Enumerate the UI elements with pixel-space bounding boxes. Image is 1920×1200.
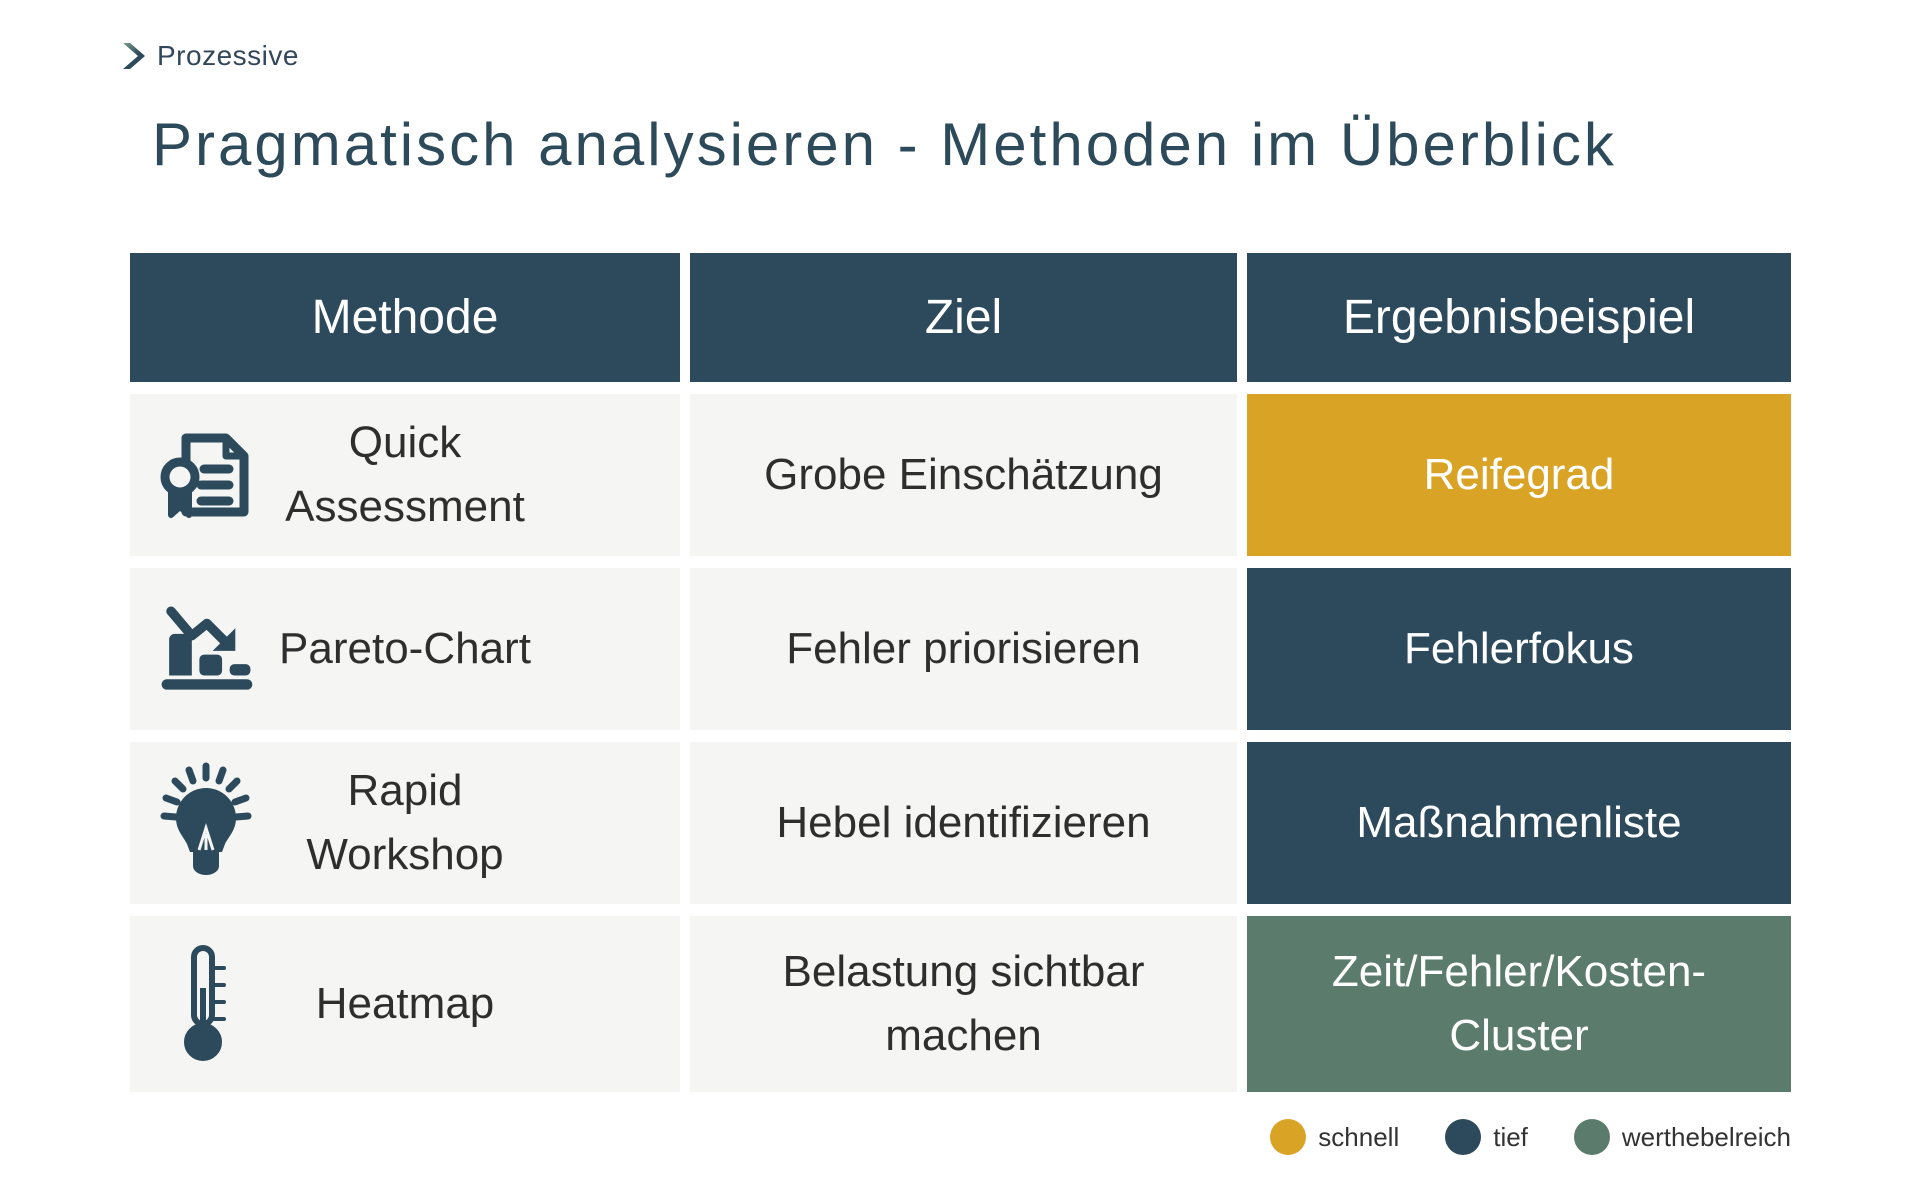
legend-dot-tief [1445,1119,1482,1155]
method-label: Rapid Workshop [306,766,504,879]
goal-cell: Hebel identifizieren [690,742,1237,904]
result-label: Zeit/Fehler/Kosten-Cluster [1331,947,1707,1060]
header-cell-ergebnisbeispiel: Ergebnisbeispiel [1247,253,1791,382]
goal-cell: Fehler priorisieren [690,568,1237,730]
legend-label: schnell [1318,1121,1400,1152]
thermometer-icon [154,942,258,1066]
lightbulb-icon [154,761,258,885]
legend-item: tief [1445,1119,1528,1155]
method-cell: Rapid Workshop [130,742,680,904]
legend-dot-schnell [1270,1119,1307,1155]
header-cell-methode: Methode [130,253,680,382]
methods-table: Methode Ziel Ergebnisbeispiel Quick Asse… [130,253,1791,1092]
certificate-icon [154,413,258,537]
goal-label: Fehler priorisieren [786,624,1141,674]
method-cell: Pareto-Chart [130,568,680,730]
method-cell: Heatmap [130,916,680,1092]
goal-cell: Grobe Einschätzung [690,394,1237,556]
brand-chevron-icon [123,43,145,69]
method-label: Heatmap [315,979,495,1029]
result-label: Fehlerfokus [1404,624,1634,674]
goal-cell: Belastung sichtbar machen [690,916,1237,1092]
goal-label: Hebel identifizieren [776,798,1151,848]
result-cell: Zeit/Fehler/Kosten-Cluster [1247,916,1791,1092]
page-title: Pragmatisch analysieren - Methoden im Üb… [152,111,1617,178]
brand-logo: Prozessive [118,40,299,72]
result-cell: Fehlerfokus [1247,568,1791,730]
method-label: Quick Assessment [285,418,525,531]
goal-label: Belastung sichtbar machen [782,947,1145,1060]
method-label: Pareto-Chart [279,624,531,674]
method-cell: Quick Assessment [130,394,680,556]
result-label: Reifegrad [1423,450,1615,500]
pareto-chart-icon [154,587,258,711]
legend-label: werthebelreich [1621,1121,1791,1152]
result-cell: Maßnahmenliste [1247,742,1791,904]
result-label: Maßnahmenliste [1356,798,1682,848]
legend-item: schnell [1270,1119,1399,1155]
header-cell-ziel: Ziel [690,253,1237,382]
goal-label: Grobe Einschätzung [764,450,1163,500]
legend-dot-werthebelreich [1573,1119,1610,1155]
legend: schnell tief werthebelreich [1270,1119,1791,1155]
legend-label: tief [1493,1121,1528,1152]
legend-item: werthebelreich [1573,1119,1791,1155]
brand-name: Prozessive [157,40,299,71]
result-cell: Reifegrad [1247,394,1791,556]
